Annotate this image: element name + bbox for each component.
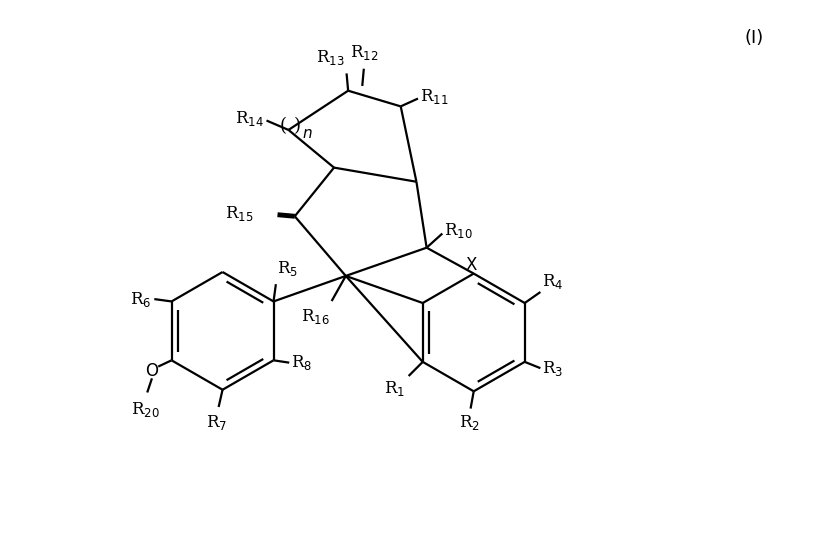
- Text: $\mathregular{R}_{5}$: $\mathregular{R}_{5}$: [276, 259, 298, 278]
- Text: n: n: [303, 127, 312, 142]
- Text: $\mathregular{R}_{16}$: $\mathregular{R}_{16}$: [301, 307, 330, 326]
- Text: $\mathregular{R}_{20}$: $\mathregular{R}_{20}$: [131, 400, 160, 420]
- Text: $\mathregular{R}_{2}$: $\mathregular{R}_{2}$: [459, 413, 479, 432]
- Text: $\mathregular{R}_{6}$: $\mathregular{R}_{6}$: [130, 290, 151, 309]
- Text: ): ): [293, 117, 300, 135]
- Text: O: O: [145, 361, 158, 380]
- Text: $\mathregular{R}_{15}$: $\mathregular{R}_{15}$: [225, 204, 254, 224]
- Text: (: (: [280, 117, 287, 135]
- Text: $\mathregular{R}_{12}$: $\mathregular{R}_{12}$: [350, 43, 378, 62]
- Text: $\mathregular{R}_{11}$: $\mathregular{R}_{11}$: [420, 88, 448, 107]
- Text: $\mathregular{R}_{4}$: $\mathregular{R}_{4}$: [542, 273, 563, 291]
- Text: $\mathregular{R}_{7}$: $\mathregular{R}_{7}$: [206, 413, 228, 432]
- Text: $\mathregular{R}_{10}$: $\mathregular{R}_{10}$: [444, 221, 473, 240]
- Text: $\mathregular{R}_{1}$: $\mathregular{R}_{1}$: [384, 379, 405, 398]
- Text: (I): (I): [744, 29, 764, 47]
- Text: $\mathregular{R}_{13}$: $\mathregular{R}_{13}$: [317, 48, 345, 67]
- Text: $\mathregular{R}_{8}$: $\mathregular{R}_{8}$: [290, 353, 312, 372]
- Text: $\mathregular{R}_{3}$: $\mathregular{R}_{3}$: [542, 359, 563, 377]
- Text: $\mathregular{R}_{14}$: $\mathregular{R}_{14}$: [234, 109, 263, 128]
- Text: X: X: [466, 255, 477, 274]
